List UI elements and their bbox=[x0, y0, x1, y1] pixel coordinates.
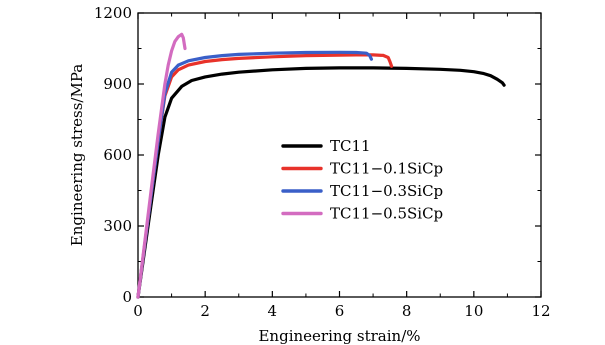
series-line-3 bbox=[136, 32, 187, 299]
x-tick-labels: 0 2 4 6 8 10 12 bbox=[133, 302, 550, 320]
x-tick-label: 10 bbox=[464, 302, 483, 320]
y-tick-label: 900 bbox=[103, 75, 132, 93]
x-tick-label: 8 bbox=[402, 302, 412, 320]
y-tick-label: 300 bbox=[103, 217, 132, 235]
y-tick-label: 0 bbox=[122, 288, 132, 306]
legend-label-1: TC11−0.1SiCp bbox=[330, 160, 443, 178]
legend-label-2: TC11−0.3SiCp bbox=[330, 182, 443, 200]
axis-ticks bbox=[137, 12, 542, 298]
y-tick-labels: 0 300 600 900 1200 bbox=[94, 4, 132, 306]
legend-label-3: TC11−0.5SiCp bbox=[330, 205, 443, 223]
x-tick-label: 0 bbox=[133, 302, 143, 320]
legend: TC11 TC11−0.1SiCp TC11−0.3SiCp TC11−0.5SiCp bbox=[281, 137, 443, 223]
x-axis-title: Engineering strain/% bbox=[258, 327, 420, 345]
x-tick-label: 4 bbox=[268, 302, 278, 320]
y-tick-label: 1200 bbox=[94, 4, 132, 22]
y-axis-title: Engineering stress/MPa bbox=[68, 64, 86, 246]
x-tick-label: 6 bbox=[335, 302, 345, 320]
y-tick-label: 600 bbox=[103, 146, 132, 164]
series-line-0 bbox=[136, 66, 506, 299]
x-tick-label: 12 bbox=[531, 302, 550, 320]
x-tick-label: 2 bbox=[200, 302, 210, 320]
legend-label-0: TC11 bbox=[330, 137, 371, 155]
curves bbox=[136, 32, 506, 299]
